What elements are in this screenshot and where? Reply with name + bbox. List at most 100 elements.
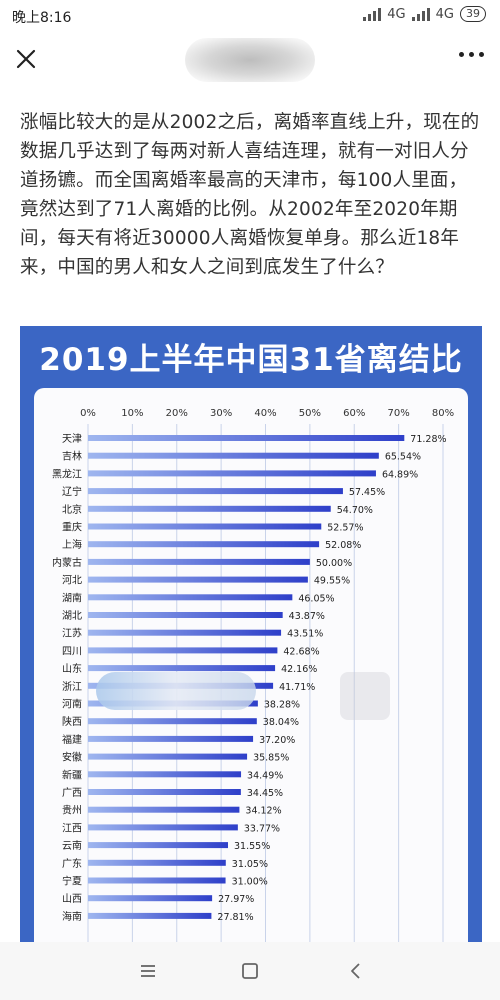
value-label: 65.54% — [385, 452, 421, 463]
status-time: 晚上8:16 — [12, 10, 72, 26]
bar — [88, 452, 379, 459]
value-label: 35.85% — [253, 753, 289, 764]
value-label: 41.71% — [279, 682, 315, 693]
value-label: 52.08% — [325, 540, 361, 551]
value-label: 57.45% — [349, 487, 385, 498]
chart-image: 2019上半年中国31省离结比 0% 10% 20% 30% 40% 50% 60% 70% 8… — [20, 326, 482, 946]
bar — [88, 470, 376, 477]
x-tick-label: 10% — [121, 408, 143, 419]
bar — [88, 435, 405, 441]
value-label: 64.89% — [382, 469, 418, 480]
x-tick-label: 80% — [432, 408, 454, 419]
category-label: 河北 — [62, 575, 82, 587]
bar — [88, 558, 310, 565]
value-label: 31.05% — [232, 859, 268, 870]
bar — [88, 665, 276, 672]
value-label: 54.70% — [337, 505, 373, 516]
bar — [88, 753, 248, 760]
bar — [88, 541, 320, 548]
category-label: 江苏 — [62, 627, 82, 640]
value-label: 27.97% — [218, 894, 254, 905]
category-label: 辽宁 — [62, 485, 82, 498]
menu-icon[interactable] — [138, 961, 158, 981]
category-label: 上海 — [62, 538, 82, 551]
bar — [88, 859, 226, 866]
bar — [88, 629, 282, 636]
value-label: 34.45% — [247, 788, 283, 799]
category-label: 黑龙江 — [52, 467, 82, 480]
bar — [88, 895, 213, 902]
battery-icon: 39 — [460, 6, 486, 22]
x-tick-label: 70% — [388, 408, 410, 419]
watermark-blur — [96, 672, 256, 710]
category-label: 宁夏 — [62, 875, 82, 888]
value-label: 27.81% — [217, 912, 253, 923]
bar — [88, 594, 293, 601]
value-label: 49.55% — [314, 576, 350, 587]
category-label: 四川 — [62, 646, 82, 657]
bar — [88, 912, 212, 919]
close-icon[interactable] — [12, 45, 40, 73]
bar — [88, 824, 238, 831]
bar — [88, 718, 257, 725]
category-label: 北京 — [62, 503, 82, 516]
status-indicators: 4G 4G 39 — [363, 6, 486, 22]
value-label: 38.28% — [264, 700, 300, 711]
bar — [88, 647, 278, 654]
value-label: 31.00% — [232, 877, 268, 888]
category-label: 湖南 — [62, 591, 82, 604]
category-label: 安徽 — [62, 751, 82, 764]
value-label: 42.68% — [283, 646, 319, 657]
x-tick-label: 30% — [210, 408, 232, 419]
category-label: 云南 — [62, 839, 82, 852]
value-label: 50.00% — [316, 558, 352, 569]
value-label: 37.20% — [259, 735, 295, 746]
value-label: 46.05% — [298, 593, 334, 604]
category-label: 内蒙古 — [52, 556, 82, 569]
value-label: 43.51% — [287, 629, 323, 640]
bar — [88, 735, 254, 742]
bar — [88, 523, 322, 530]
category-label: 陕西 — [62, 715, 82, 728]
value-label: 31.55% — [234, 841, 270, 852]
bar — [88, 877, 226, 884]
bar — [88, 842, 229, 849]
signal-icon — [363, 7, 382, 21]
value-label: 38.04% — [263, 717, 299, 728]
value-label: 52.57% — [327, 523, 363, 534]
more-icon[interactable] — [459, 52, 484, 57]
x-tick-label: 40% — [254, 408, 276, 419]
bar — [88, 771, 242, 778]
system-navigation-bar — [0, 942, 500, 1000]
value-label: 34.12% — [245, 806, 281, 817]
x-tick-label: 60% — [343, 408, 365, 419]
x-tick-label: 20% — [166, 408, 188, 419]
article-paragraph: 涨幅比较大的是从2002之后，离婚率直线上升，现在的数据几乎达到了每两对新人喜结… — [20, 112, 480, 278]
category-label: 山西 — [62, 893, 82, 905]
category-label: 福建 — [62, 733, 82, 746]
category-label: 河南 — [62, 698, 82, 711]
bar — [88, 488, 343, 495]
category-label: 贵州 — [62, 804, 82, 817]
category-label: 海南 — [62, 910, 82, 923]
blurred-account-title — [185, 38, 315, 82]
network-label-2: 4G — [435, 6, 454, 22]
category-label: 天津 — [62, 433, 82, 445]
category-label: 江西 — [62, 822, 82, 834]
status-bar: 晚上8:16 4G 4G 39 — [0, 0, 500, 32]
bar — [88, 576, 308, 583]
category-label: 新疆 — [62, 768, 82, 781]
category-label: 广西 — [62, 787, 82, 799]
category-label: 广东 — [62, 857, 82, 870]
value-label: 34.49% — [247, 770, 283, 781]
category-label: 吉林 — [62, 450, 82, 463]
network-label-1: 4G — [387, 6, 406, 22]
home-icon[interactable] — [240, 961, 260, 981]
watermark-logo — [340, 672, 390, 720]
back-icon[interactable] — [346, 961, 366, 981]
top-navbar — [0, 32, 500, 88]
bar-chart: 0% 10% 20% 30% 40% 50% 60% 70% 80% 天津 71.28% 吉林 65.5… — [52, 408, 454, 946]
bar — [88, 612, 283, 618]
category-label: 山东 — [62, 662, 82, 675]
x-tick-label: 50% — [299, 408, 321, 419]
